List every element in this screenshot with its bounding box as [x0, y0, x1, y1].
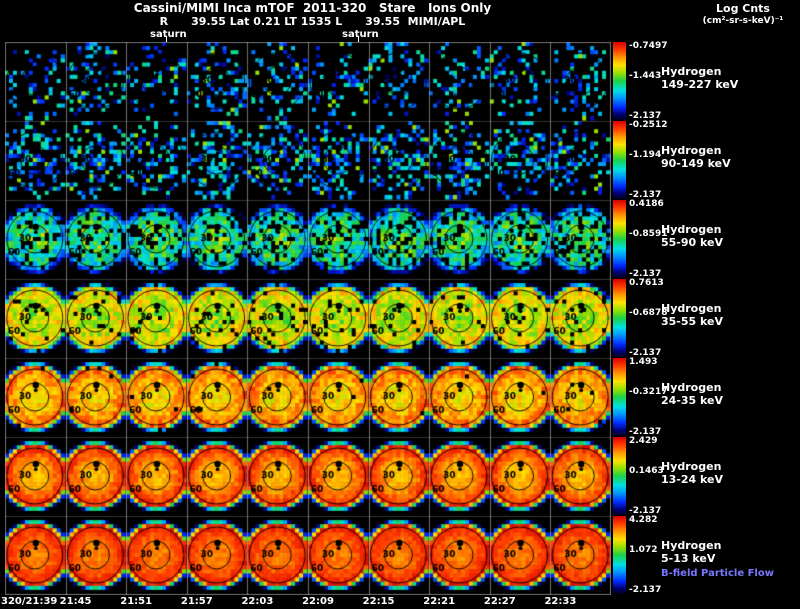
- row-energy-label: Hydrogen 35-55 keV: [661, 302, 723, 328]
- row-energy-range: 35-55 keV: [661, 315, 724, 328]
- time-tick-label: 22:27: [483, 596, 516, 607]
- time-tick-label: 22:15: [362, 596, 395, 607]
- row-species: Hydrogen: [661, 144, 722, 157]
- colorbar: [613, 121, 626, 199]
- saturn-annotation-left: saturn: [150, 29, 187, 40]
- colorbar: [613, 279, 626, 357]
- row-energy-label: Hydrogen 13-24 keV: [661, 460, 723, 486]
- colorbar-max-value: 0.4186: [629, 199, 664, 209]
- row-energy-label: Hydrogen 24-35 keV: [661, 381, 723, 407]
- colorbar-max-value: 0.7613: [629, 278, 664, 288]
- colorbar-min-value: -2.137: [629, 111, 662, 121]
- heatmap-grid-canvas: [5, 42, 611, 595]
- time-tick-label: 22:21: [423, 596, 456, 607]
- row-species: Hydrogen: [661, 539, 722, 552]
- row-species: Hydrogen: [661, 65, 722, 78]
- saturn-tick-left: [166, 37, 167, 43]
- row-energy-range: 13-24 keV: [661, 473, 724, 486]
- colorbar: [613, 437, 626, 515]
- colorbar-min-value: -2.137: [629, 190, 662, 200]
- time-tick-label: 22:09: [302, 596, 334, 607]
- bfield-particle-flow-label: B-field Particle Flow: [661, 568, 774, 579]
- colorbar-legend-title: Log Cnts: [716, 2, 770, 15]
- colorbar-mid-value: -0.6878: [629, 308, 668, 318]
- row-energy-label: Hydrogen 55-90 keV: [661, 223, 723, 249]
- colorbar-max-value: 2.429: [629, 436, 658, 446]
- colorbar-max-value: 4.282: [629, 515, 658, 525]
- row-energy-label: Hydrogen 5-13 keV: [661, 539, 721, 565]
- colorbar-min-value: -2.137: [629, 506, 662, 516]
- time-tick-label: 22:03: [241, 596, 274, 607]
- saturn-annotation-right: saturn: [342, 29, 379, 40]
- row-energy-label: Hydrogen 90-149 keV: [661, 144, 731, 170]
- row-energy-range: 149-227 keV: [661, 78, 739, 91]
- saturn-tick-right: [358, 37, 359, 43]
- colorbar-mid-value: -0.8591: [629, 229, 668, 239]
- time-tick-label: 320/21:39: [1, 596, 58, 607]
- colorbar: [613, 516, 626, 594]
- colorbar-min-value: -2.137: [629, 427, 662, 437]
- colorbar-mid-value: -1.443: [629, 71, 662, 81]
- plot-subtitle: R 39.55 Lat 0.21 LT 1535 L 39.55 MIMI/AP…: [159, 15, 466, 28]
- colorbar-mid-value: 0.1463: [629, 466, 664, 476]
- row-species: Hydrogen: [661, 302, 722, 315]
- colorbar-legend: Log Cnts (cm²-sr-s-keV)⁻¹: [688, 2, 798, 26]
- time-tick-label: 21:51: [120, 596, 153, 607]
- colorbar-mid-value: -1.194: [629, 150, 662, 160]
- colorbar-max-value: -0.2512: [629, 120, 668, 130]
- colorbar-mid-value: -0.3217: [629, 387, 668, 397]
- row-species: Hydrogen: [661, 381, 722, 394]
- time-tick-label: 22:33: [544, 596, 577, 607]
- colorbar-max-value: 1.493: [629, 357, 658, 367]
- row-species: Hydrogen: [661, 223, 722, 236]
- row-energy-range: 90-149 keV: [661, 157, 731, 170]
- colorbar-min-value: -2.137: [629, 269, 662, 279]
- colorbar-legend-units: (cm²-sr-s-keV)⁻¹: [702, 16, 784, 26]
- colorbar-min-value: -2.137: [629, 585, 662, 595]
- row-energy-range: 55-90 keV: [661, 236, 724, 249]
- colorbar-min-value: -2.137: [629, 348, 662, 358]
- row-species: Hydrogen: [661, 460, 722, 473]
- plot-title: Cassini/MIMI Inca mTOF 2011-320 Stare Io…: [133, 1, 492, 15]
- row-energy-label: Hydrogen 149-227 keV: [661, 65, 738, 91]
- colorbar: [613, 42, 626, 120]
- row-energy-range: 5-13 keV: [661, 552, 716, 565]
- row-energy-range: 24-35 keV: [661, 394, 724, 407]
- time-tick-label: 21:45: [59, 596, 92, 607]
- time-tick-label: 21:57: [180, 596, 213, 607]
- colorbar: [613, 200, 626, 278]
- colorbar-mid-value: 1.072: [629, 545, 658, 555]
- colorbar-max-value: -0.7497: [629, 41, 668, 51]
- colorbar: [613, 358, 626, 436]
